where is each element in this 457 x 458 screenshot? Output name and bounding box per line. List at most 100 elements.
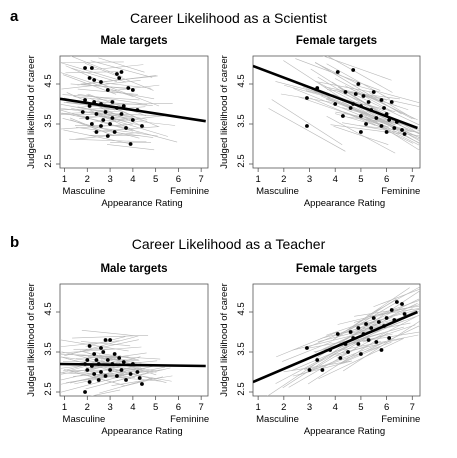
x-tick-label-a-female-7: 7: [410, 174, 415, 185]
individual-line: [97, 115, 168, 137]
x-tick-label-a-male-4: 4: [130, 174, 135, 185]
data-point-b-female-0: [394, 300, 399, 304]
individual-line: [350, 88, 418, 121]
individual-line: [315, 81, 376, 94]
individual-line: [102, 102, 173, 106]
data-point-a-female-19: [341, 114, 345, 118]
data-point-a-male-8: [105, 88, 110, 92]
fit-line-a-male: [60, 97, 206, 123]
data-point-a-female-12: [366, 100, 371, 104]
individual-line: [107, 369, 172, 382]
individual-line: [81, 84, 135, 90]
data-point-b-male-31: [83, 390, 87, 394]
data-point-b-male-0: [103, 338, 108, 342]
data-point-a-female-9: [333, 102, 338, 106]
individual-line: [268, 108, 346, 152]
data-point-a-male-2: [87, 76, 92, 80]
data-point-a-female-0: [305, 96, 309, 100]
y-axis-label-a-female: Judged likelihood of career: [219, 55, 230, 169]
data-point-a-male-19: [80, 110, 85, 114]
individual-line: [60, 107, 121, 117]
data-point-b-male-27: [87, 380, 92, 384]
individual-line: [93, 364, 141, 377]
individual-line: [351, 83, 420, 104]
data-point-b-male-15: [121, 360, 126, 364]
x-tick-label-b-female-7: 7: [410, 402, 415, 413]
data-point-b-male-9: [105, 358, 110, 362]
data-point-a-male-32: [94, 130, 99, 134]
fit-line-group-a-female: [253, 64, 418, 130]
data-point-b-female-2: [389, 308, 394, 312]
individual-line: [60, 61, 124, 63]
individual-line: [298, 96, 388, 128]
individual-line: [111, 90, 155, 100]
x-tick-label-b-male-6: 6: [176, 402, 181, 413]
individual-line: [304, 342, 392, 374]
individual-line: [60, 71, 134, 97]
individual-line: [60, 346, 142, 354]
individual-line: [330, 124, 402, 135]
y-tick-label-a-male: 3.5: [43, 114, 54, 127]
data-point-a-male-0: [83, 66, 87, 70]
individual-line: [72, 334, 149, 339]
x-tick-label-a-female-4: 4: [333, 174, 338, 185]
individual-line: [60, 109, 133, 132]
y-tick-label-a-male: 2.5: [43, 154, 54, 167]
individual-line: [305, 90, 396, 112]
plot-title-a-male: Male targets: [100, 35, 167, 47]
x-end-label-high-b-male: Feminine: [170, 414, 209, 425]
x-tick-label-b-female-6: 6: [384, 402, 389, 413]
plot-a-female: Female targets 1 2 3 4 5 6 7 Masculine FeminineAp…: [219, 35, 421, 209]
data-point-a-male-25: [110, 116, 115, 120]
data-point-a-male-28: [99, 124, 103, 128]
data-point-a-male-31: [140, 124, 144, 128]
data-point-b-female-1: [400, 302, 404, 306]
individual-line: [90, 117, 130, 123]
data-point-b-female-20: [374, 340, 379, 344]
individual-line: [60, 110, 121, 114]
data-point-b-male-17: [85, 368, 90, 372]
y-tick-label-b-male: 2.5: [43, 382, 54, 395]
data-point-b-female-17: [387, 336, 392, 340]
x-tick-label-b-male-5: 5: [153, 402, 158, 413]
individual-line: [99, 375, 162, 382]
data-point-b-female-26: [315, 358, 320, 362]
individual-line: [80, 341, 131, 347]
data-point-a-male-17: [121, 104, 126, 108]
individual-line: [302, 86, 368, 115]
data-point-b-female-23: [359, 352, 363, 356]
data-point-a-female-24: [364, 122, 368, 126]
data-point-a-male-24: [101, 118, 106, 122]
x-tick-label-a-female-1: 1: [255, 174, 260, 185]
data-point-a-male-1: [89, 66, 94, 70]
individual-line: [267, 339, 353, 396]
x-tick-label-b-male-2: 2: [85, 402, 90, 413]
individual-line: [353, 304, 420, 323]
data-point-a-male-9: [126, 86, 131, 90]
data-point-a-female-15: [348, 106, 353, 110]
plot-b-male: Male targets 1 2 3 4 5 6 7 Masculine FeminineAppe…: [26, 263, 209, 437]
plot-title-a-female: Female targets: [296, 35, 377, 47]
individual-line: [106, 144, 155, 151]
x-tick-label-a-female-5: 5: [358, 174, 363, 185]
data-point-a-female-28: [359, 130, 363, 134]
individual-line: [75, 354, 118, 359]
individual-line: [366, 286, 420, 317]
data-point-b-male-28: [96, 378, 101, 382]
individual-line: [80, 75, 158, 85]
individual-line: [60, 375, 125, 393]
data-point-b-male-24: [115, 374, 119, 378]
individual-line: [105, 355, 161, 360]
x-tick-label-a-female-3: 3: [307, 174, 312, 185]
individual-line: [346, 103, 420, 151]
data-point-a-male-10: [130, 88, 135, 92]
fit-line-group-b-female: [253, 310, 418, 384]
data-point-b-male-4: [92, 352, 97, 356]
data-point-b-male-22: [92, 372, 97, 376]
data-point-a-female-14: [389, 100, 394, 104]
individual-line: [100, 352, 147, 360]
x-end-label-high-a-female: Feminine: [381, 186, 420, 197]
x-tick-label-b-female-5: 5: [358, 402, 363, 413]
data-point-a-male-27: [89, 122, 94, 126]
